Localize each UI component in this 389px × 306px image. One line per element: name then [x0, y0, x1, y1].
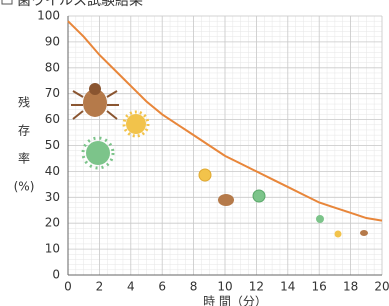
x-tick-label: 6: [158, 280, 166, 294]
chart: 菌ウイルス試験結果 0 10 20 30 40 50 60 70 80 90 100 0 2 4 6 8 10 1…: [0, 0, 389, 306]
y-tick-label: 50: [45, 138, 60, 152]
x-tick-label: 2: [96, 280, 104, 294]
mite-icon: [360, 230, 368, 236]
chart-title: 菌ウイルス試験結果: [17, 0, 143, 9]
y-tick-label: 0: [52, 268, 60, 282]
germ-icon: [199, 169, 211, 181]
x-axis-label: 時 間（分）: [203, 295, 267, 306]
mite-icon: [218, 194, 234, 206]
y-tick-label: 90: [45, 34, 60, 48]
y-tick-label: 10: [45, 242, 60, 256]
y-tick-label: 20: [45, 216, 60, 230]
icons: [71, 83, 368, 238]
virus-icon: [83, 138, 113, 168]
x-tick-label: 14: [280, 280, 295, 294]
x-tick-label: 0: [64, 280, 72, 294]
y-tick-label: 30: [45, 190, 60, 204]
x-tick-label: 10: [217, 280, 232, 294]
y-tick-label: 40: [45, 164, 60, 178]
virus-icon: [253, 190, 265, 202]
y-tick-label: 100: [37, 9, 60, 23]
y-axis-label: (%): [14, 180, 35, 194]
germ-icon: [124, 112, 148, 136]
x-tick-label: 20: [374, 280, 389, 294]
y-tick-label: 60: [45, 112, 60, 126]
x-tick-label: 8: [190, 280, 198, 294]
title-box: [2, 0, 12, 4]
y-axis-label: 率: [18, 151, 30, 166]
x-tick-label: 16: [312, 280, 327, 294]
virus-icon: [316, 215, 324, 223]
x-tick-label: 18: [343, 280, 358, 294]
y-tick-label: 70: [45, 86, 60, 100]
x-tick-label: 4: [127, 280, 135, 294]
y-tick-label: 80: [45, 60, 60, 74]
y-axis-label: 存: [18, 124, 30, 138]
germ-icon: [335, 231, 342, 238]
x-tick-label: 12: [249, 280, 264, 294]
y-axis-label: 残: [18, 96, 30, 110]
